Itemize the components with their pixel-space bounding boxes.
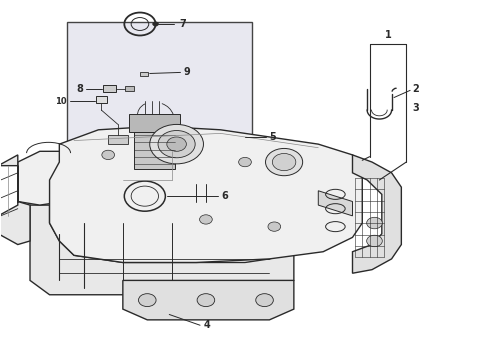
- Bar: [108, 135, 128, 144]
- Text: 1: 1: [385, 30, 392, 40]
- Bar: [96, 96, 107, 103]
- Polygon shape: [0, 155, 30, 244]
- Circle shape: [272, 153, 296, 171]
- Text: 5: 5: [270, 132, 276, 142]
- Text: 4: 4: [203, 320, 210, 330]
- Circle shape: [167, 137, 186, 151]
- Text: 6: 6: [221, 191, 228, 201]
- Circle shape: [256, 294, 273, 307]
- Bar: [103, 85, 116, 92]
- Circle shape: [102, 150, 115, 159]
- Polygon shape: [30, 205, 294, 295]
- Circle shape: [150, 125, 203, 164]
- Text: 10: 10: [55, 96, 67, 105]
- Polygon shape: [18, 151, 79, 205]
- Text: 9: 9: [184, 67, 191, 77]
- Polygon shape: [318, 191, 352, 216]
- Bar: [125, 86, 134, 91]
- Text: 3: 3: [413, 103, 419, 113]
- Circle shape: [158, 131, 195, 158]
- Circle shape: [197, 294, 215, 307]
- FancyBboxPatch shape: [67, 22, 252, 209]
- Polygon shape: [49, 126, 362, 262]
- Polygon shape: [352, 155, 401, 273]
- Polygon shape: [134, 132, 175, 169]
- Text: 8: 8: [76, 84, 83, 94]
- Circle shape: [367, 217, 382, 229]
- Circle shape: [199, 215, 212, 224]
- Circle shape: [153, 22, 159, 26]
- Text: 2: 2: [413, 84, 419, 94]
- Circle shape: [239, 157, 251, 167]
- Circle shape: [266, 148, 303, 176]
- Polygon shape: [129, 114, 180, 132]
- Circle shape: [268, 222, 281, 231]
- Bar: [140, 72, 148, 76]
- Circle shape: [367, 235, 382, 247]
- Text: 7: 7: [179, 19, 186, 29]
- Polygon shape: [123, 280, 294, 320]
- Circle shape: [139, 294, 156, 307]
